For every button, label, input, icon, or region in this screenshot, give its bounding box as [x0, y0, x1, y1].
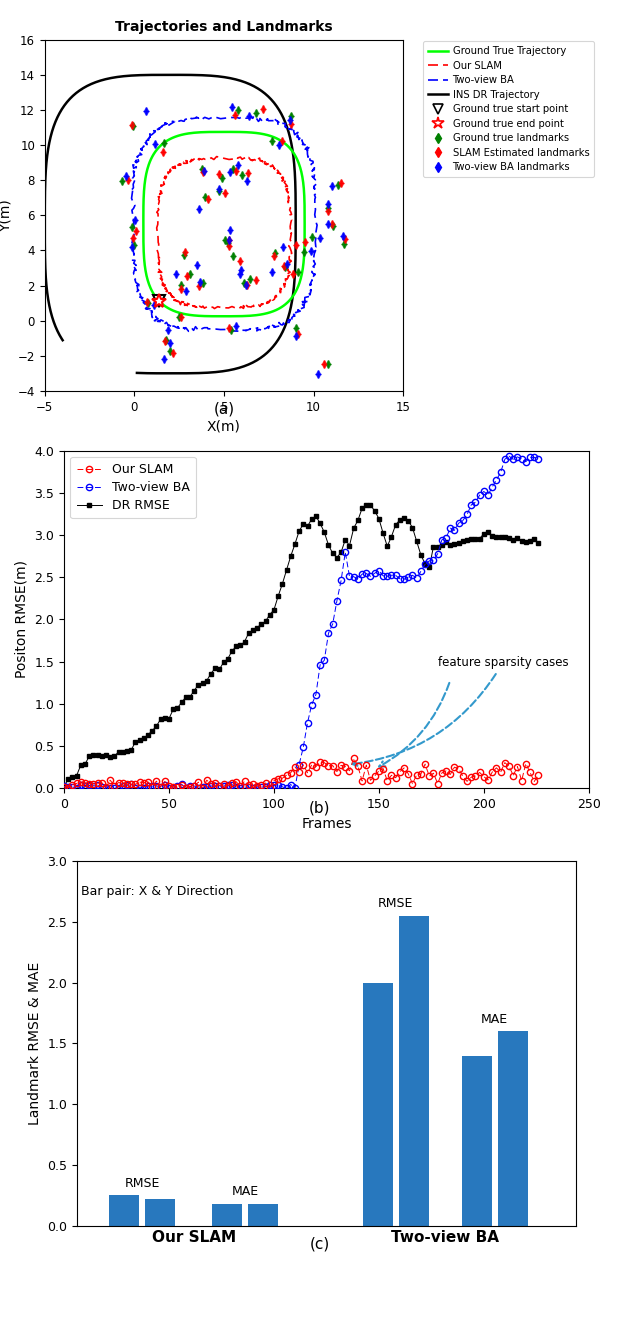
Legend: Ground True Trajectory, Our SLAM, Two-view BA, INS DR Trajectory, Ground true st: Ground True Trajectory, Our SLAM, Two-vi… — [422, 41, 595, 178]
Text: (c): (c) — [310, 1236, 330, 1251]
Bar — [248, 1203, 278, 1226]
Bar — [145, 1199, 175, 1226]
X-axis label: Frames: Frames — [301, 816, 351, 831]
Text: RMSE: RMSE — [125, 1177, 160, 1190]
Text: (b): (b) — [309, 800, 331, 815]
Bar — [497, 1031, 527, 1226]
X-axis label: X(m): X(m) — [207, 419, 241, 433]
Legend: Our SLAM, Two-view BA, DR RMSE: Our SLAM, Two-view BA, DR RMSE — [70, 457, 196, 518]
Text: (a): (a) — [213, 401, 235, 416]
Text: MAE: MAE — [481, 1012, 508, 1026]
Title: Trajectories and Landmarks: Trajectories and Landmarks — [115, 20, 333, 34]
Bar — [363, 983, 393, 1226]
Text: Bar pair: X & Y Direction: Bar pair: X & Y Direction — [81, 885, 233, 898]
Text: feature sparsity cases: feature sparsity cases — [353, 656, 568, 766]
Y-axis label: Positon RMSE(m): Positon RMSE(m) — [15, 560, 29, 678]
Bar — [399, 916, 429, 1226]
Y-axis label: Landmark RMSE & MAE: Landmark RMSE & MAE — [28, 962, 42, 1125]
Bar — [212, 1203, 243, 1226]
Bar — [462, 1056, 492, 1226]
Text: MAE: MAE — [232, 1186, 259, 1198]
Bar — [109, 1195, 140, 1226]
Text: RMSE: RMSE — [378, 897, 413, 910]
Y-axis label: Y(m): Y(m) — [0, 199, 12, 232]
